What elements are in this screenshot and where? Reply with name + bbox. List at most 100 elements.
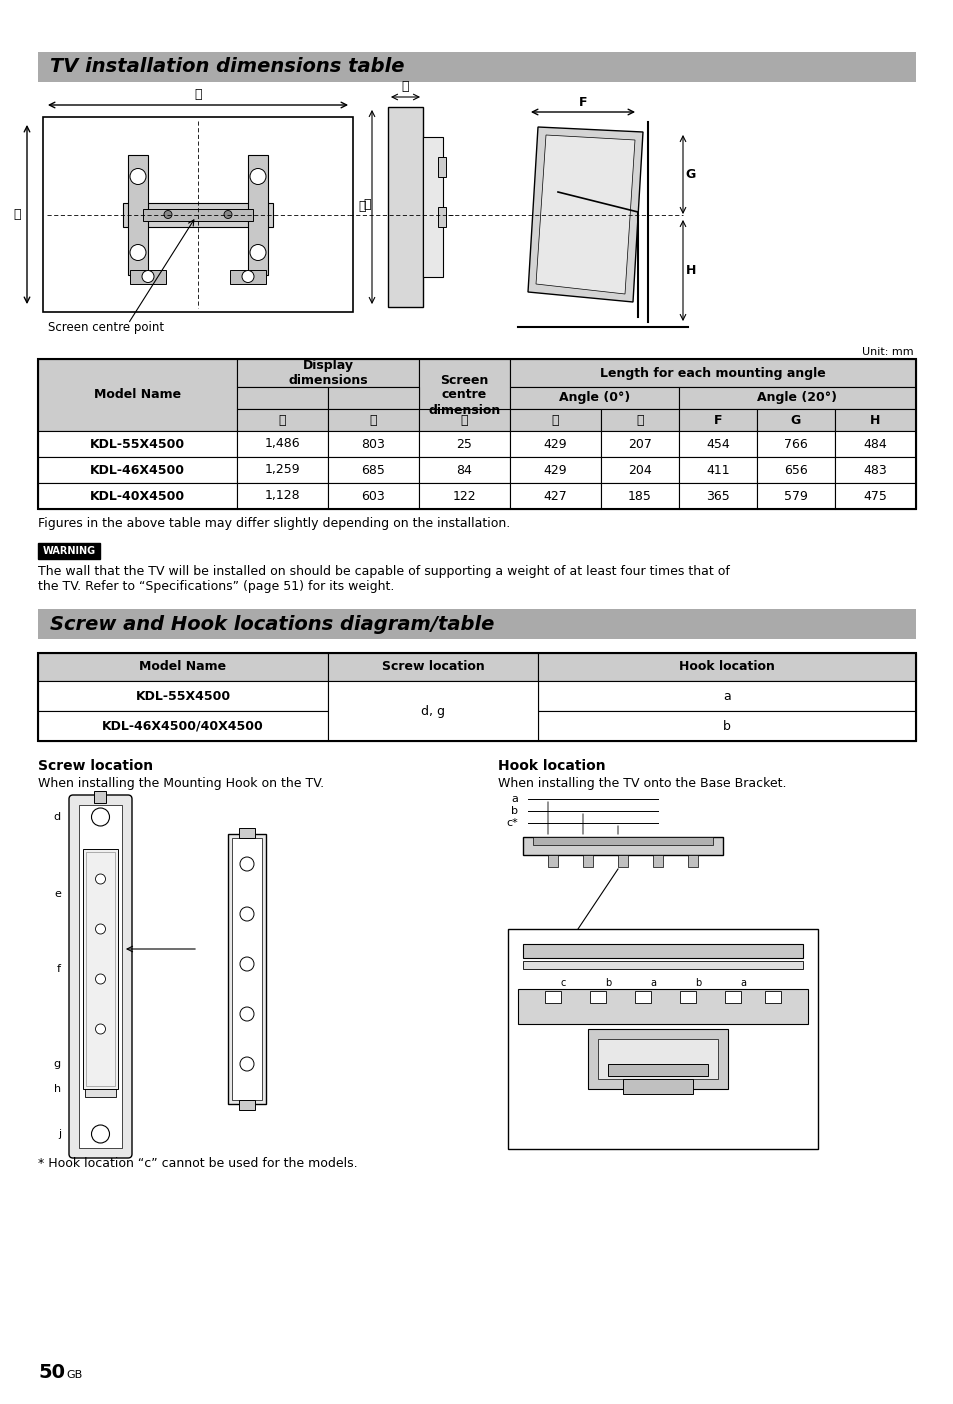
Bar <box>130 270 166 284</box>
Bar <box>533 837 712 845</box>
Bar <box>236 431 328 456</box>
Bar <box>522 943 802 958</box>
Bar <box>547 855 558 868</box>
Bar <box>236 483 328 510</box>
Text: 204: 204 <box>627 463 651 476</box>
Bar <box>388 107 422 307</box>
Text: ⓓ: ⓓ <box>358 201 365 213</box>
Bar <box>83 849 118 1090</box>
Text: WARNING: WARNING <box>42 546 95 556</box>
Bar <box>507 929 817 1148</box>
Bar <box>328 431 418 456</box>
Text: ⓓ: ⓓ <box>551 414 558 427</box>
Text: a: a <box>740 979 745 988</box>
Bar <box>600 409 679 431</box>
Bar <box>764 991 781 1002</box>
Text: 1,128: 1,128 <box>264 490 300 503</box>
Text: Angle (20°): Angle (20°) <box>757 392 837 404</box>
Bar <box>328 653 537 681</box>
Text: j: j <box>58 1129 61 1139</box>
Text: e: e <box>54 889 61 899</box>
Bar <box>834 409 915 431</box>
Circle shape <box>242 271 253 282</box>
Circle shape <box>142 271 153 282</box>
Text: c: c <box>559 979 565 988</box>
Bar <box>582 855 593 868</box>
Text: b: b <box>722 719 730 733</box>
Text: 185: 185 <box>627 490 651 503</box>
Text: Screw location: Screw location <box>381 660 484 674</box>
Bar <box>328 483 418 510</box>
Text: 411: 411 <box>705 463 729 476</box>
Text: 25: 25 <box>456 438 472 451</box>
Text: Screen
centre
dimension: Screen centre dimension <box>428 373 500 417</box>
Bar <box>517 988 807 1024</box>
Bar <box>228 834 266 1104</box>
Text: a: a <box>649 979 656 988</box>
Circle shape <box>91 807 110 826</box>
Text: TV installation dimensions table: TV installation dimensions table <box>50 58 404 76</box>
Bar <box>834 483 915 510</box>
Bar <box>38 52 915 81</box>
Bar <box>510 483 600 510</box>
Bar <box>230 270 266 284</box>
Text: b: b <box>694 979 700 988</box>
Text: Model Name: Model Name <box>139 660 226 674</box>
Bar <box>86 852 115 1087</box>
Bar <box>38 483 236 510</box>
Bar <box>679 456 757 483</box>
Text: c*: c* <box>506 819 517 828</box>
Text: KDL-46X4500: KDL-46X4500 <box>90 463 185 476</box>
Bar <box>510 409 600 431</box>
Circle shape <box>250 168 266 184</box>
Text: 656: 656 <box>783 463 807 476</box>
Bar <box>587 1029 727 1090</box>
Text: ⓔ: ⓔ <box>636 414 643 427</box>
Bar <box>38 710 328 741</box>
Bar <box>600 483 679 510</box>
Circle shape <box>95 924 106 934</box>
Bar <box>328 388 418 409</box>
Bar <box>418 409 510 431</box>
Text: 429: 429 <box>543 463 567 476</box>
Text: G: G <box>790 414 801 427</box>
Text: 84: 84 <box>456 463 472 476</box>
Text: 1,486: 1,486 <box>264 438 300 451</box>
Text: Figures in the above table may differ slightly depending on the installation.: Figures in the above table may differ sl… <box>38 517 510 529</box>
Circle shape <box>91 960 110 979</box>
Circle shape <box>95 1024 106 1033</box>
Bar <box>38 653 328 681</box>
Bar <box>232 838 262 1099</box>
Bar <box>85 1081 116 1097</box>
Text: 365: 365 <box>705 490 729 503</box>
Text: 1,259: 1,259 <box>264 463 300 476</box>
Text: 579: 579 <box>783 490 807 503</box>
Bar <box>510 456 600 483</box>
Bar <box>143 209 253 220</box>
Bar <box>635 991 650 1002</box>
Bar <box>757 409 834 431</box>
Bar <box>38 456 236 483</box>
Bar <box>38 653 915 741</box>
Bar <box>589 991 605 1002</box>
Bar <box>236 409 328 431</box>
Text: Ⓐ: Ⓐ <box>278 414 286 427</box>
Bar <box>510 431 600 456</box>
Bar <box>328 456 418 483</box>
Text: * Hook location “c” cannot be used for the models.: * Hook location “c” cannot be used for t… <box>38 1157 357 1170</box>
Bar <box>328 681 537 741</box>
Text: 122: 122 <box>453 490 476 503</box>
Bar <box>239 1099 254 1111</box>
Text: GB: GB <box>66 1370 82 1380</box>
Bar <box>418 456 510 483</box>
Text: 484: 484 <box>862 438 886 451</box>
Bar <box>85 1056 116 1073</box>
Bar <box>622 1080 692 1094</box>
Text: Ⓒ: Ⓒ <box>363 198 371 211</box>
Text: 603: 603 <box>361 490 385 503</box>
Bar <box>522 837 722 855</box>
Text: F: F <box>713 414 721 427</box>
Text: a: a <box>722 689 730 702</box>
Text: Screw location: Screw location <box>38 760 153 774</box>
Bar <box>38 359 915 510</box>
